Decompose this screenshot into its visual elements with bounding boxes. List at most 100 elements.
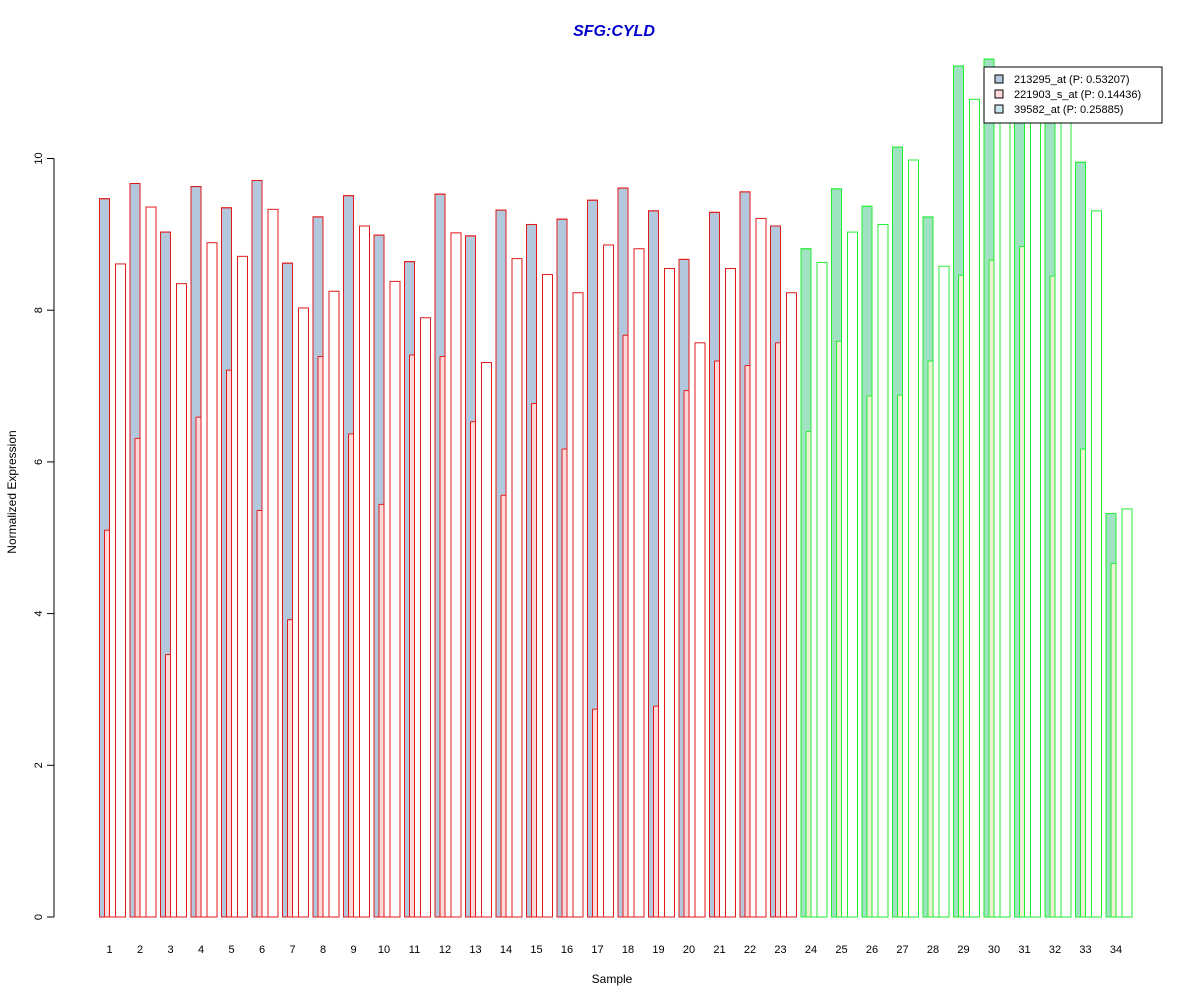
x-tick-label: 27 [896,944,908,956]
legend-swatch [994,104,1004,114]
y-axis-title: Normalized Expression [5,430,19,553]
x-tick-label: 28 [927,944,939,956]
y-tick-label: 6 [33,459,45,465]
x-tick-label: 1 [106,944,112,956]
x-tick-label: 23 [774,944,786,956]
bar-series3 [755,217,767,918]
x-tick-label: 7 [289,944,295,956]
bar-series3 [420,317,431,918]
bar-series2 [714,361,720,917]
x-tick-label: 2 [137,944,143,956]
bar-series2 [928,361,933,917]
bar-series2 [470,421,476,917]
x-tick-label: 25 [835,944,847,956]
bar-series3 [1060,97,1072,918]
legend: 213295_at (P: 0.53207) 221903_s_at (P: 0.… [983,66,1163,124]
bar-series3 [938,265,950,918]
bar-series2 [623,335,628,918]
x-tick-label: 30 [988,944,1000,956]
bar-series2 [775,342,781,917]
bar-series3 [816,261,828,918]
bar-series2 [257,510,262,917]
x-tick-label: 29 [957,944,969,956]
bar-series2 [1019,246,1025,918]
bar-series3 [542,274,553,918]
bar-series3 [725,267,736,918]
bar-series3 [786,292,797,918]
bar-series3 [389,280,401,918]
bar-series2 [409,354,415,917]
x-tick-label: 8 [320,944,326,956]
bars-group [99,58,1133,918]
bar-series3 [969,98,980,918]
bar-series3 [481,362,492,918]
x-tick-label: 17 [591,944,603,956]
bar-series2 [1080,449,1086,917]
x-tick-label: 19 [652,944,664,956]
chart-title: SFG:CYLD [573,23,655,40]
bar-series2 [104,530,110,917]
bar-series2 [440,356,445,917]
x-tick-label: 16 [561,944,573,956]
bar-series2 [226,370,232,918]
bar-series3 [298,307,309,918]
x-tick-label: 3 [167,944,173,956]
y-axis: 0 2 4 6 8 10 [33,152,55,920]
x-tick-label: 20 [683,944,695,956]
bar-series3 [664,267,675,918]
x-tick-label: 6 [259,944,265,956]
x-tick-label: 34 [1110,944,1122,956]
x-tick-label: 26 [866,944,878,956]
x-tick-label: 18 [622,944,634,956]
x-tick-label: 33 [1079,944,1091,956]
x-tick-label: 32 [1049,944,1061,956]
legend-label: 221903_s_at (P: 0.14436) [1014,89,1141,101]
bar-series3 [877,223,889,918]
legend-label: 213295_at (P: 0.53207) [1014,74,1130,86]
bar-series2 [165,654,171,917]
bar-series3 [176,283,187,918]
legend-swatch [994,74,1004,84]
bar-series3 [1030,98,1041,918]
y-tick-label: 10 [33,152,45,164]
x-axis-title: Sample [592,972,633,986]
x-tick-label: 12 [439,944,451,956]
x-tick-label: 22 [744,944,756,956]
legend-box [983,66,1163,124]
bar-series3 [694,342,706,918]
bar-series2 [1050,276,1055,917]
bar-series3 [908,159,919,918]
bar-series2 [867,395,872,917]
bar-series2 [989,260,994,917]
bar-series3 [1091,210,1102,918]
legend-label: 39582_at (P: 0.25885) [1014,104,1123,116]
bar-series2 [287,619,293,917]
bar-series2 [745,365,750,917]
bar-series3 [603,244,614,918]
y-tick-label: 0 [33,914,45,920]
bar-series2 [653,706,659,917]
bar-series3 [206,242,218,918]
bar-series3 [572,292,584,918]
bar-series3 [145,206,157,918]
bar-series3 [450,232,462,918]
x-tick-label: 11 [409,944,420,956]
bar-series2 [836,341,842,918]
bar-series3 [999,97,1011,918]
x-tick-label: 13 [469,944,481,956]
bar-series3 [237,255,248,918]
bar-series3 [328,290,340,918]
y-tick-label: 4 [33,611,45,617]
bar-series2 [318,356,323,917]
bar-series2 [348,433,354,917]
x-tick-label: 4 [198,944,204,956]
y-tick-label: 8 [33,307,45,313]
bar-series3 [847,231,858,918]
x-tick-label: 31 [1018,944,1030,956]
bar-series2 [897,395,903,918]
bar-series3 [633,248,645,918]
bar-series2 [958,275,964,918]
bar-series2 [135,438,140,917]
bar-series3 [115,263,126,918]
